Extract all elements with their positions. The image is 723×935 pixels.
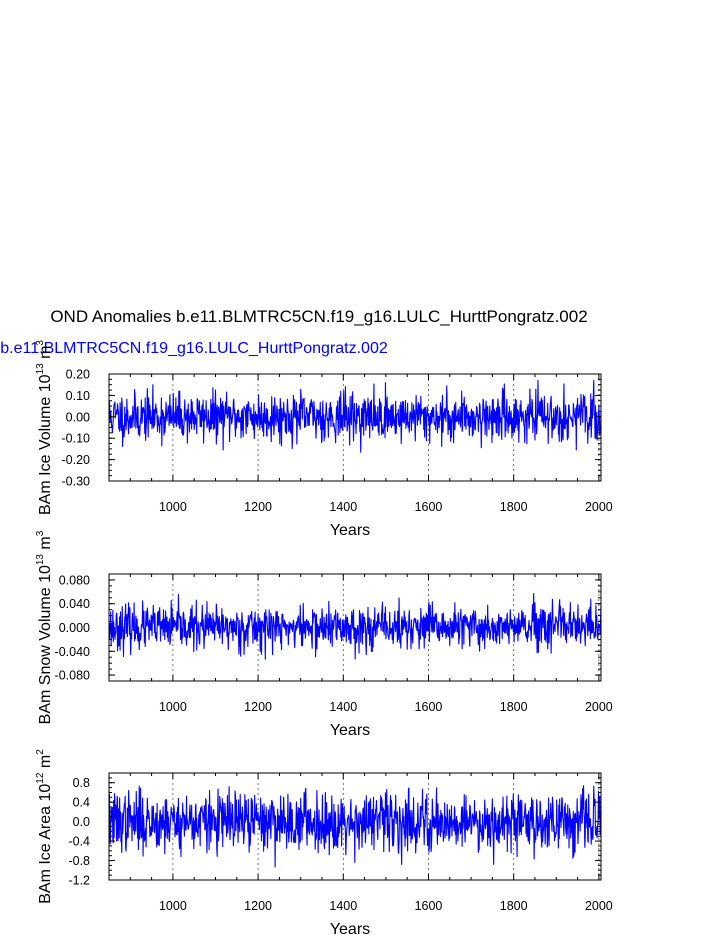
x-tick-label: 1400: [329, 500, 357, 514]
figure-title: OND Anomalies b.e11.BLMTRC5CN.f19_g16.LU…: [50, 307, 587, 326]
x-tick-label: 1600: [415, 700, 443, 714]
x-tick-label: 1800: [500, 500, 528, 514]
y-axis-label: BAm Snow Volume 1013 m3: [35, 530, 54, 724]
x-tick-label: 1200: [244, 899, 272, 913]
y-axis-label: BAm Ice Volume 1013 m3: [35, 340, 54, 515]
x-tick-label: 1800: [500, 700, 528, 714]
y-tick-label: 0.4: [73, 796, 90, 810]
x-tick-label: 1600: [415, 899, 443, 913]
y-tick-label: 0.0: [73, 815, 90, 829]
y-tick-label: -0.20: [62, 453, 91, 467]
x-tick-label: 1400: [329, 899, 357, 913]
y-tick-label: 0.8: [73, 776, 90, 790]
y-tick-label: 0.10: [66, 389, 90, 403]
y-tick-label: 0.00: [66, 410, 90, 424]
x-axis-label: Years: [330, 522, 370, 539]
x-tick-label: 1000: [159, 700, 187, 714]
series-line: [108, 379, 602, 453]
panels: 1000 1200 1400 1600 1800 2000 0.20 0.10 0.00 -0.1…: [35, 340, 613, 935]
y-tick-label: -0.30: [62, 475, 91, 489]
y-tick-label: 0.040: [59, 597, 90, 611]
panel-ice: 1000 1200 1400 1600 1800 2000 0.20 0.10 0.00 -0.1…: [35, 340, 613, 539]
x-tick-label: 1200: [244, 500, 272, 514]
y-tick-label: -0.040: [55, 645, 90, 659]
x-tick-label: 2000: [585, 700, 613, 714]
panel-snow: 1000 1200 1400 1600 1800 2000 0.080 0.040 0.000 -…: [35, 530, 613, 739]
x-tick-label: 1800: [500, 899, 528, 913]
x-axis-label: Years: [330, 722, 370, 739]
y-tick-label: 0.000: [59, 621, 90, 635]
y-tick-label: -0.080: [55, 669, 90, 683]
panel-area: 1000 1200 1400 1600 1800 2000 0.8 0.4 0.0 -0.4 -0.…: [35, 749, 613, 935]
x-tick-label: 1000: [159, 899, 187, 913]
x-tick-label: 2000: [585, 899, 613, 913]
y-tick-label: 0.20: [66, 368, 90, 382]
y-axis-label: BAm Ice Area 1012 m2: [35, 749, 54, 904]
series-line: [108, 593, 602, 660]
y-tick-label: -0.8: [68, 854, 90, 868]
x-tick-label: 2000: [585, 500, 613, 514]
x-axis-label: Years: [330, 921, 370, 935]
y-tick-label: -1.2: [68, 874, 90, 888]
y-tick-label: 0.080: [59, 573, 90, 587]
series-line: [108, 785, 602, 868]
x-tick-label: 1200: [244, 700, 272, 714]
x-tick-label: 1400: [329, 700, 357, 714]
y-tick-label: -0.10: [62, 432, 91, 446]
y-tick-label: -0.4: [68, 835, 90, 849]
x-tick-label: 1600: [415, 500, 443, 514]
figure-subtitle: b.e11.BLMTRC5CN.f19_g16.LULC_HurttPongra…: [0, 340, 388, 357]
x-tick-label: 1000: [159, 500, 187, 514]
